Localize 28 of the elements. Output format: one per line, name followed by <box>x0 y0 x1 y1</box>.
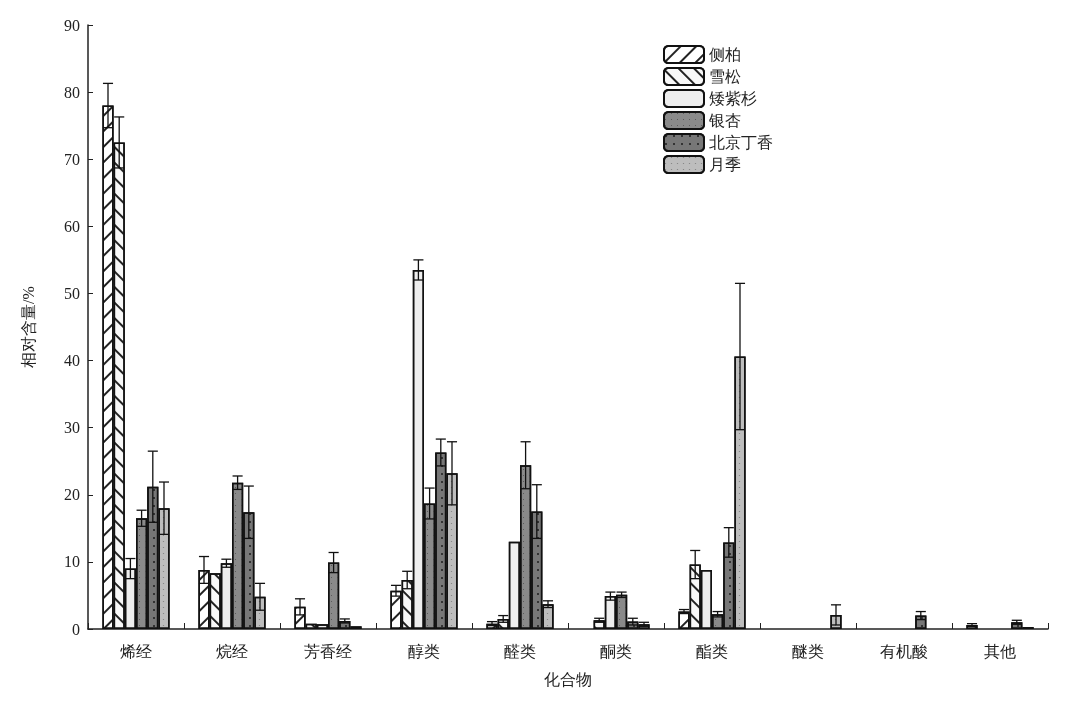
y-tick-label: 10 <box>64 553 80 571</box>
y-tick-label: 30 <box>64 419 80 437</box>
y-axis-title: 相对含量/% <box>19 286 37 368</box>
x-tick-label: 其他 <box>984 642 1016 660</box>
legend-label: 月季 <box>709 156 741 173</box>
legend-label: 矮紫杉 <box>709 90 757 107</box>
x-axis-title: 化合物 <box>544 670 592 688</box>
y-tick-label: 60 <box>64 217 80 235</box>
legend-label: 侧柏 <box>709 46 741 63</box>
y-tick-label: 20 <box>64 486 80 504</box>
x-tick-label: 芳香经 <box>304 642 352 660</box>
y-tick-label: 50 <box>64 284 80 302</box>
y-tick-label: 0 <box>72 620 80 638</box>
x-tick-label: 醚类 <box>792 642 824 660</box>
y-tick-label: 70 <box>64 150 80 168</box>
y-tick-label: 40 <box>64 352 80 370</box>
x-tick-label: 烯经 <box>120 642 152 660</box>
x-tick-label: 酯类 <box>696 642 728 660</box>
x-tick-label: 烷经 <box>216 642 248 660</box>
legend-label: 雪松 <box>709 68 741 85</box>
x-tick-label: 酮类 <box>600 642 632 660</box>
x-tick-label: 醛类 <box>504 642 536 660</box>
legend-label: 银杏 <box>708 112 741 129</box>
x-tick-label: 有机酸 <box>880 642 928 660</box>
x-tick-label: 醇类 <box>408 642 440 660</box>
legend-label: 北京丁香 <box>709 134 773 151</box>
y-tick-label: 90 <box>64 16 80 34</box>
y-tick-label: 80 <box>64 83 80 101</box>
